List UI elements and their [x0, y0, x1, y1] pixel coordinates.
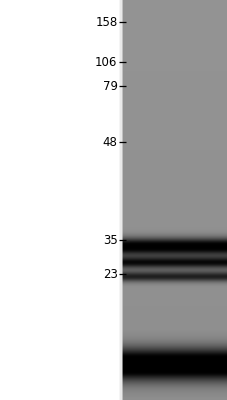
Text: 79: 79 [102, 80, 117, 92]
Text: 23: 23 [102, 268, 117, 280]
Text: 158: 158 [95, 16, 117, 28]
Text: 48: 48 [102, 136, 117, 148]
Text: 35: 35 [102, 234, 117, 246]
Text: 106: 106 [95, 56, 117, 68]
